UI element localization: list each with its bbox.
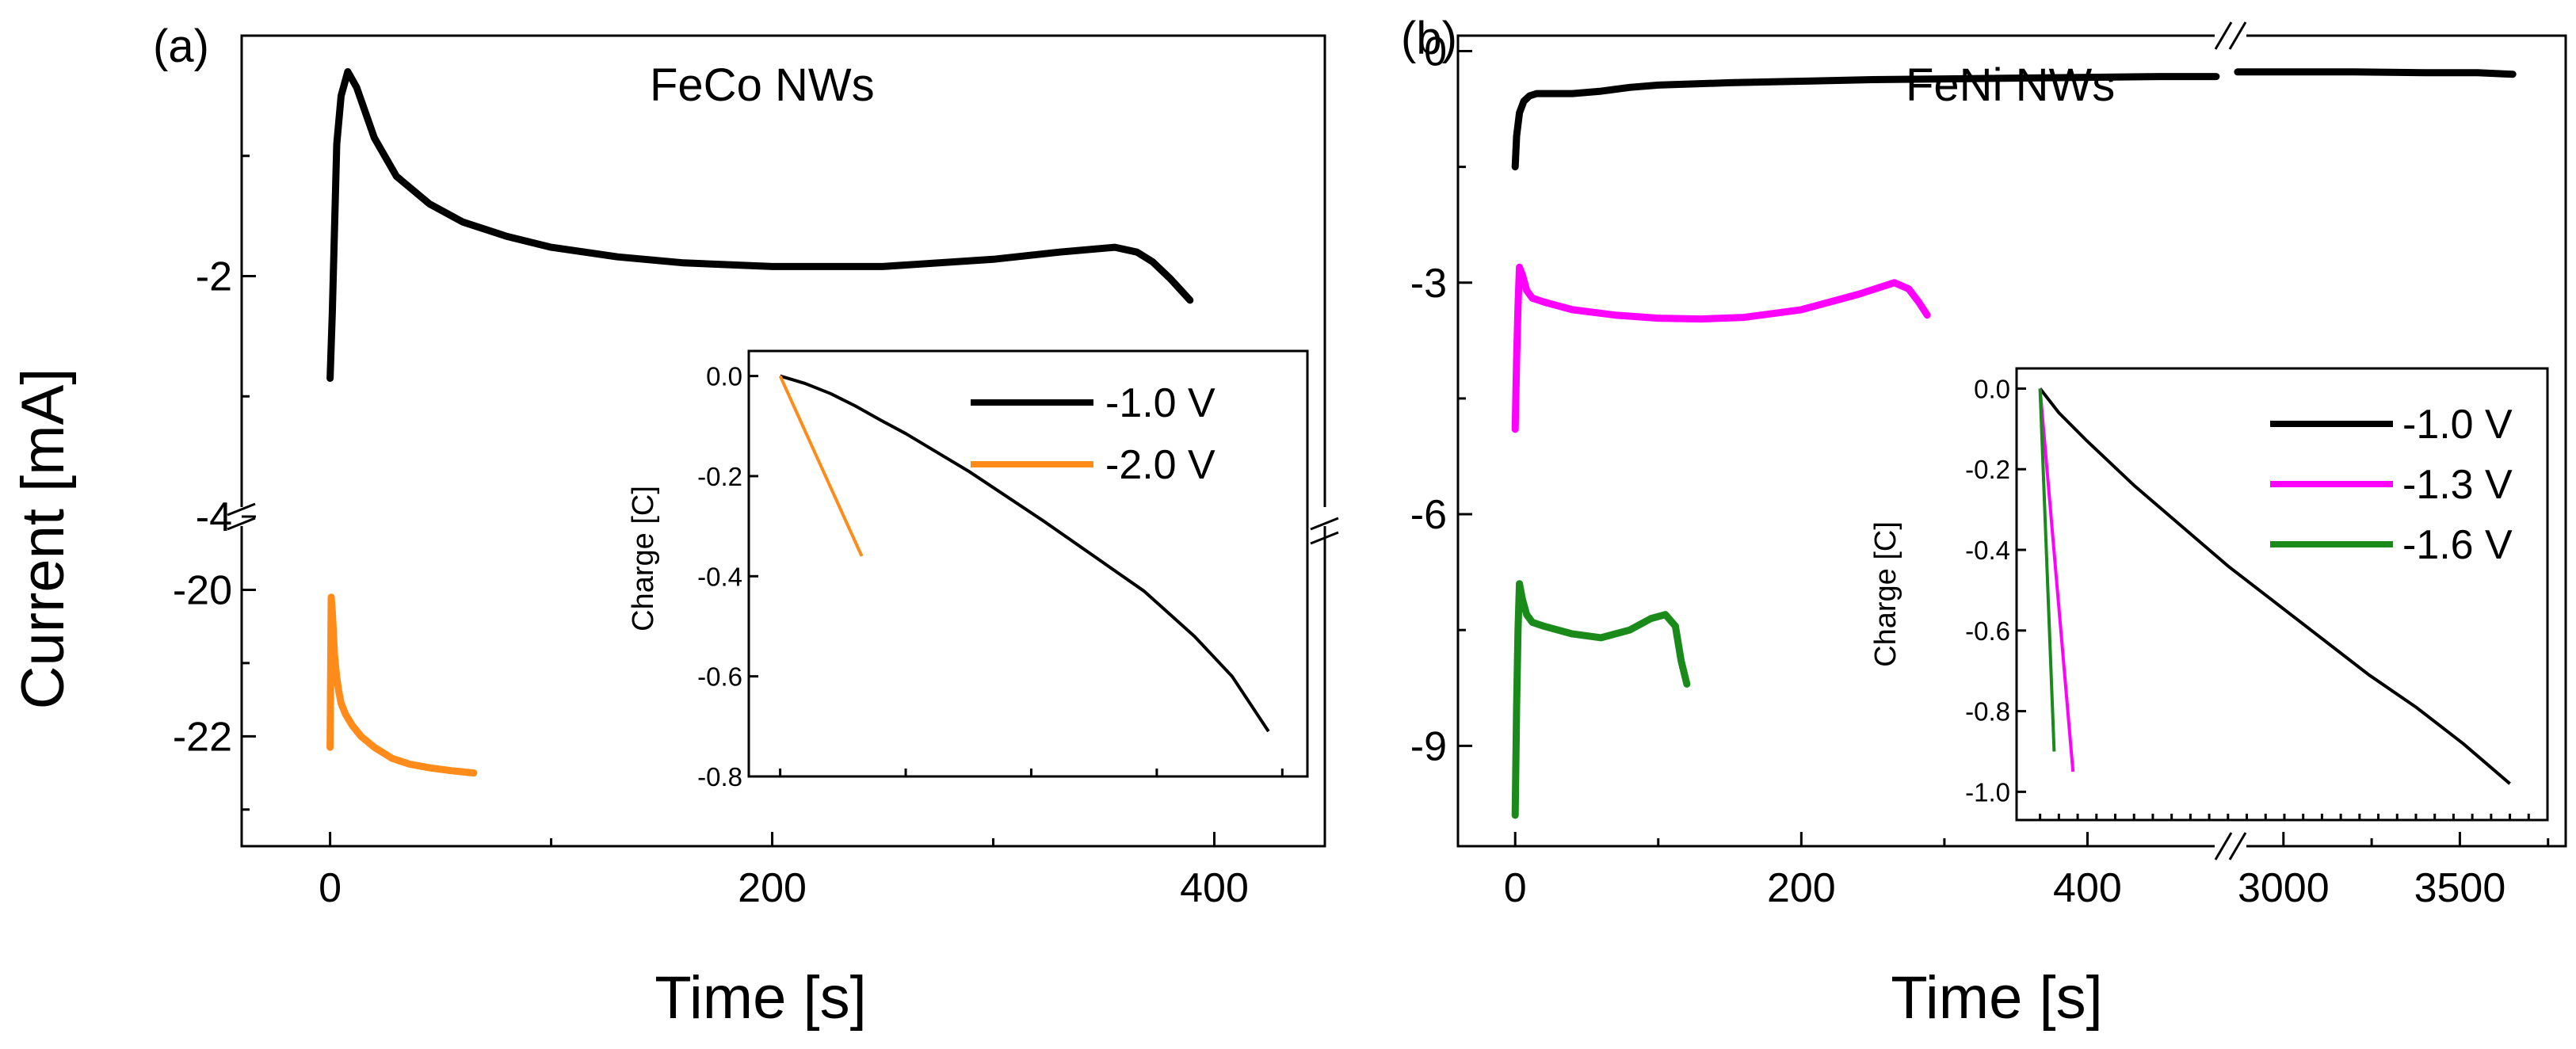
panel-b-inset-y-tick-label: -0.8 bbox=[1965, 697, 2010, 727]
panel-b-legend-label: -1.6 V bbox=[2402, 522, 2513, 568]
panel-a-frame bbox=[240, 34, 1326, 848]
panel-a-inset-series-line bbox=[780, 374, 1270, 733]
panel-a-inset-y-tick-label: 0.0 bbox=[706, 362, 742, 391]
panel-b-inset-series-line bbox=[2038, 388, 2075, 772]
panel-b-y-tick-label: -9 bbox=[1410, 723, 1447, 769]
panel-b-inset: Charge [C] 0.0 -0.2 -0.4 -0.6 -0.8 -1.0 -1.0 … bbox=[1869, 367, 2549, 822]
panel-a-inset-y-tick-label: -0.6 bbox=[697, 662, 742, 692]
panel-b-y-tick-label: 0 bbox=[1424, 29, 1447, 74]
panel-b-x-axis-title: Time [s] bbox=[1891, 964, 2102, 1032]
panel-a-inset-y-title: Charge [C] bbox=[627, 486, 660, 631]
panel-a-inset-y-tick-label: -0.4 bbox=[697, 562, 742, 591]
y-axis-title: Current [mA] bbox=[10, 368, 77, 710]
panel-b-frame bbox=[1456, 34, 2567, 848]
panel-b-series-line bbox=[1511, 73, 2220, 171]
panel-a-inset-y-tick-label: -0.8 bbox=[697, 762, 742, 792]
panel-a-series-line bbox=[326, 68, 1194, 382]
panel-b-x-tick-label: 200 bbox=[1767, 865, 1836, 911]
panel-a-x-axis-title: Time [s] bbox=[654, 964, 866, 1032]
panel-b-y-tick-label: -3 bbox=[1410, 261, 1447, 307]
panel-b-y-tick-label: -6 bbox=[1410, 492, 1447, 538]
panel-a-inset-y-tick-label: -0.2 bbox=[697, 462, 742, 491]
panel-b-label: (b) bbox=[1401, 13, 1457, 64]
panel-a-y-tick-label: -22 bbox=[173, 714, 232, 760]
panel-b-inset-series-line bbox=[2039, 387, 2511, 785]
panel-a-y-tick-label: -4 bbox=[196, 494, 232, 540]
panel-b-title: FeNi NWs bbox=[1906, 59, 2115, 111]
panel-b-legend-label: -1.0 V bbox=[2402, 402, 2513, 448]
panel-a-x-tick-label: 200 bbox=[738, 865, 807, 911]
panel-b-inset-y-tick-label: -1.0 bbox=[1965, 777, 2010, 807]
panel-b-x-break-mark-top bbox=[2214, 21, 2247, 50]
panel-b-x-tick-label: 400 bbox=[2053, 865, 2122, 911]
panel-b-legend-label: -1.3 V bbox=[2402, 462, 2513, 508]
panel-b-legend: -1.0 V -1.3 V -1.6 V bbox=[2270, 402, 2513, 568]
panel-a-label: (a) bbox=[153, 21, 209, 72]
panel-b-series-line bbox=[1511, 263, 1931, 433]
panel-a: (a) FeCo NWs 0 200 400-2-4-20-22 Time [s] … bbox=[153, 21, 1341, 1032]
panel-a-inset-frame bbox=[747, 349, 1309, 778]
panel-a-x-tick-label: 400 bbox=[1180, 865, 1249, 911]
panel-a-legend-label: -1.0 V bbox=[1105, 380, 1215, 426]
panel-b-inset-series-line bbox=[2038, 388, 2056, 752]
panel-b-x-tick-label: 3000 bbox=[2238, 865, 2330, 911]
panel-a-y-tick-label: -20 bbox=[173, 567, 232, 613]
panel-a-legend-label: -2.0 V bbox=[1105, 442, 1215, 488]
panel-a-legend: -1.0 V -2.0 V bbox=[971, 380, 1215, 488]
panel-a-y-break-mark-right bbox=[1309, 507, 1341, 545]
panel-b-x-tick-label: 0 bbox=[1504, 865, 1527, 911]
panel-b-series-line-after-break bbox=[2234, 68, 2517, 78]
panel-b-inset-y-title: Charge [C] bbox=[1869, 521, 1902, 667]
panel-b-series-line bbox=[1511, 580, 1691, 819]
panel-b: (b) FeNi NWs 0 200 400 3000 3500 0 -3 -6 -9 Time… bbox=[1401, 13, 2567, 1032]
panel-a-y-tick-label: -2 bbox=[196, 254, 232, 300]
panel-a-inset-series-line bbox=[778, 375, 864, 557]
panel-a-x-tick-label: 0 bbox=[319, 865, 342, 911]
panel-b-inset-y-tick-label: 0.0 bbox=[1974, 374, 2010, 403]
panel-b-x-tick-label: 3500 bbox=[2414, 865, 2506, 911]
panel-a-series-line bbox=[326, 593, 478, 777]
panel-b-inset-y-tick-label: -0.2 bbox=[1965, 455, 2010, 484]
panel-b-inset-frame bbox=[2015, 367, 2549, 822]
panel-b-x-break-mark-bottom bbox=[2214, 832, 2247, 860]
panel-a-title: FeCo NWs bbox=[650, 59, 875, 111]
panel-a-inset: Charge [C] 0.0 -0.2 -0.4 -0.6 -0.8 -1.0 V -2.… bbox=[627, 349, 1309, 792]
panel-b-inset-y-tick-label: -0.6 bbox=[1965, 616, 2010, 646]
panel-b-inset-y-tick-label: -0.4 bbox=[1965, 536, 2010, 565]
